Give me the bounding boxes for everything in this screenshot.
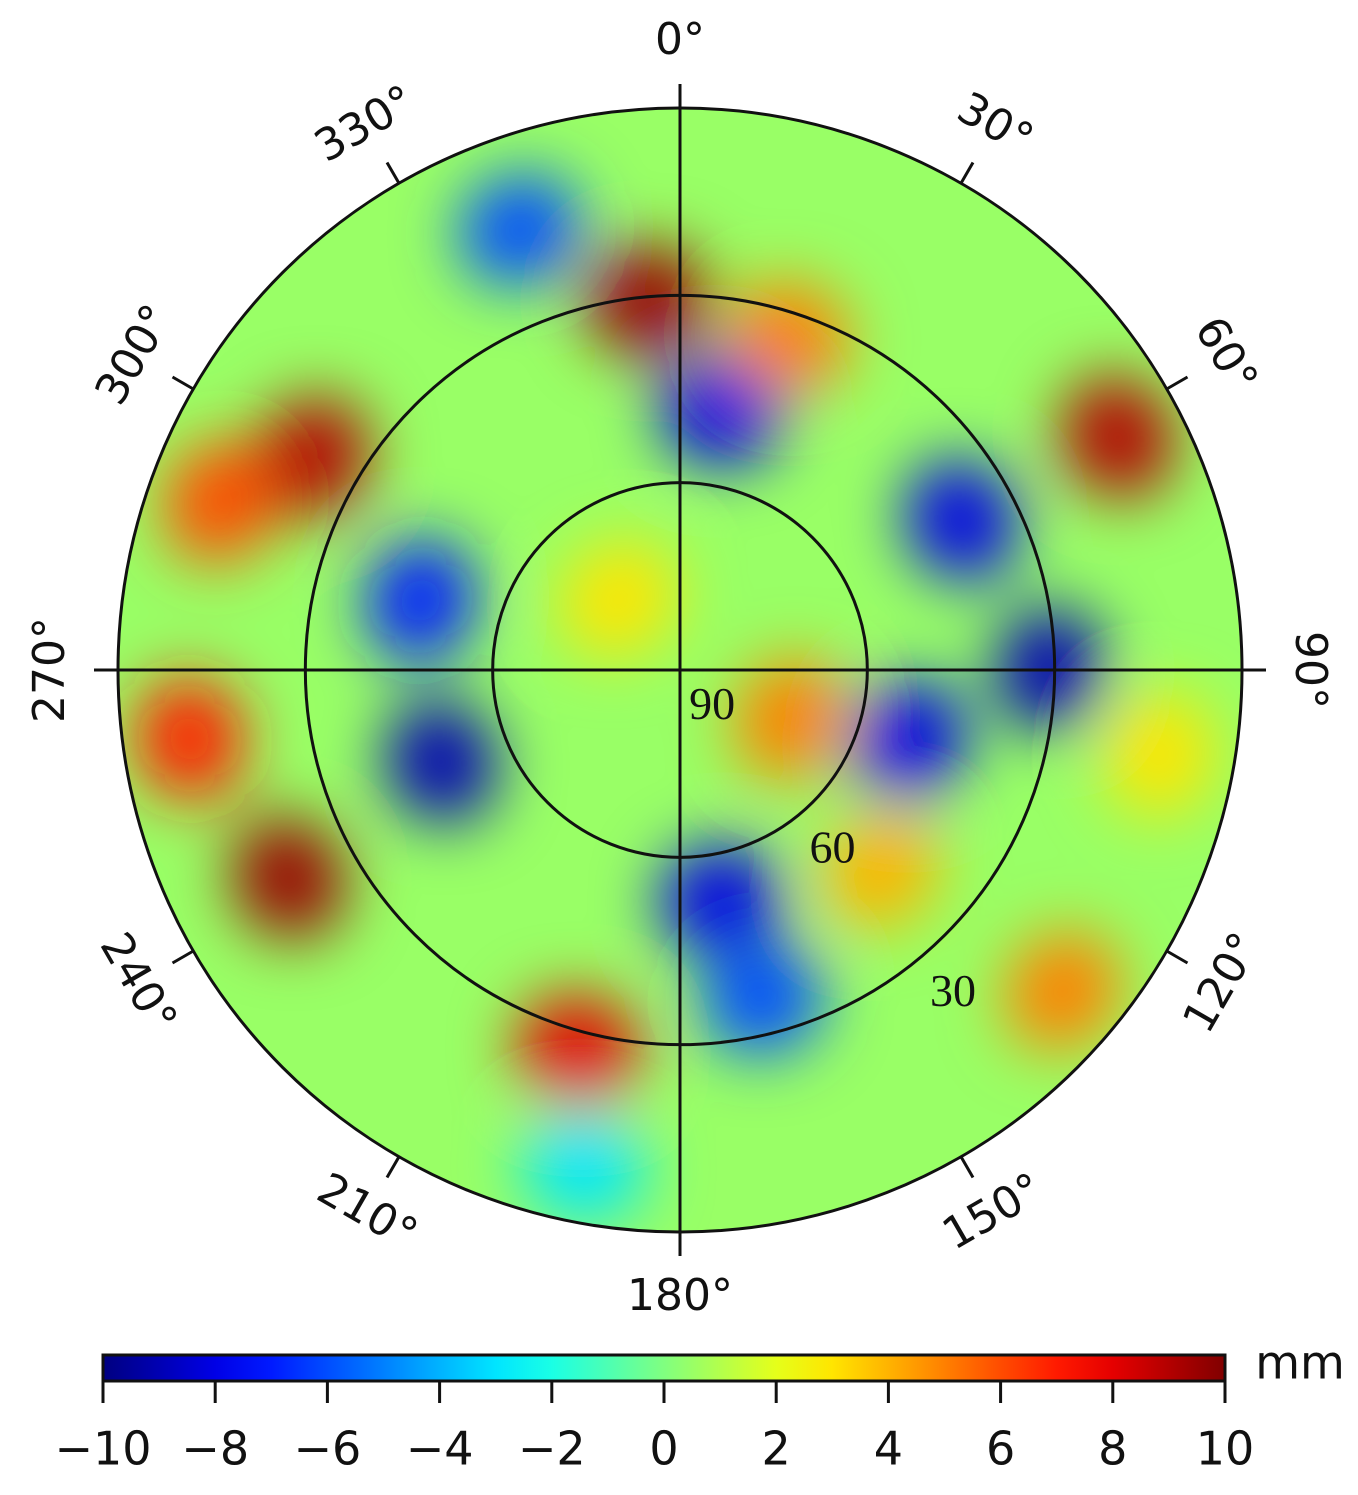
azimuth-tick: [959, 1155, 975, 1179]
azimuth-label: 90°: [1285, 631, 1336, 709]
heatmap-cell: [658, 844, 783, 955]
heatmap-cell: [516, 994, 640, 1106]
azimuth-label: 330°: [306, 75, 423, 172]
heatmap-cell: [1104, 692, 1215, 817]
heatmap-cell: [255, 397, 370, 519]
colorbar-tick-label: −2: [518, 1422, 586, 1476]
colorbar-tick-label: −8: [181, 1422, 249, 1476]
heatmap-cell: [1004, 931, 1121, 1051]
elevation-label: 30: [930, 965, 976, 1016]
heatmap-cell: [734, 658, 847, 781]
heatmap-cell: [1061, 376, 1175, 498]
heatmap-cell: [163, 441, 276, 564]
heatmap-cell: [458, 174, 582, 286]
colorbar-tick-label: 10: [1196, 1422, 1255, 1476]
azimuth-label: 180°: [627, 1270, 733, 1321]
azimuth-label: 120°: [1173, 924, 1270, 1041]
heatmap-cell: [854, 678, 966, 802]
heatmap-cell: [559, 541, 678, 658]
azimuth-tick: [171, 949, 195, 965]
azimuth-tick: [171, 375, 195, 391]
heatmap-cell: [726, 281, 850, 394]
heatmap-field: [134, 174, 1215, 1222]
heatmap-cell: [231, 817, 346, 939]
azimuth-label: 300°: [85, 296, 182, 413]
azimuth-tick: [1165, 949, 1189, 965]
azimuth-label: 0°: [655, 14, 705, 65]
colorbar-tick-label: 2: [762, 1422, 791, 1476]
azimuth-tick: [1165, 375, 1189, 391]
colorbar-tick-label: −10: [54, 1422, 151, 1476]
heatmap-cell: [659, 355, 783, 467]
colorbar-tick-label: −6: [293, 1422, 361, 1476]
azimuth-tick: [385, 161, 401, 185]
colorbar-tick-label: 6: [986, 1422, 1015, 1476]
elevation-label: 90: [689, 678, 735, 729]
heatmap-cell: [385, 700, 497, 823]
heatmap-cell: [904, 459, 1018, 582]
colorbar: [101, 1353, 1227, 1383]
azimuth-label: 150°: [934, 1163, 1051, 1260]
azimuth-label: 270°: [24, 617, 75, 723]
azimuth-label: 30°: [949, 82, 1042, 165]
azimuth-label: 60°: [1184, 308, 1267, 401]
colorbar-tick-label: −4: [406, 1422, 474, 1476]
colorbar-tick-label: 4: [874, 1422, 903, 1476]
heatmap-cell: [521, 1111, 646, 1222]
colorbar-tick-label: 0: [649, 1422, 678, 1476]
heatmap-cell: [821, 811, 939, 929]
heatmap-cell: [365, 538, 477, 663]
azimuth-label: 240°: [90, 924, 187, 1041]
azimuth-label: 210°: [309, 1163, 426, 1260]
colorbar-unit: mm: [1255, 1336, 1345, 1390]
elevation-label: 60: [810, 821, 856, 872]
heatmap-cell: [134, 677, 245, 801]
azimuth-tick: [959, 161, 975, 185]
colorbar-tick-label: 8: [1098, 1422, 1127, 1476]
azimuth-tick: [385, 1155, 401, 1179]
